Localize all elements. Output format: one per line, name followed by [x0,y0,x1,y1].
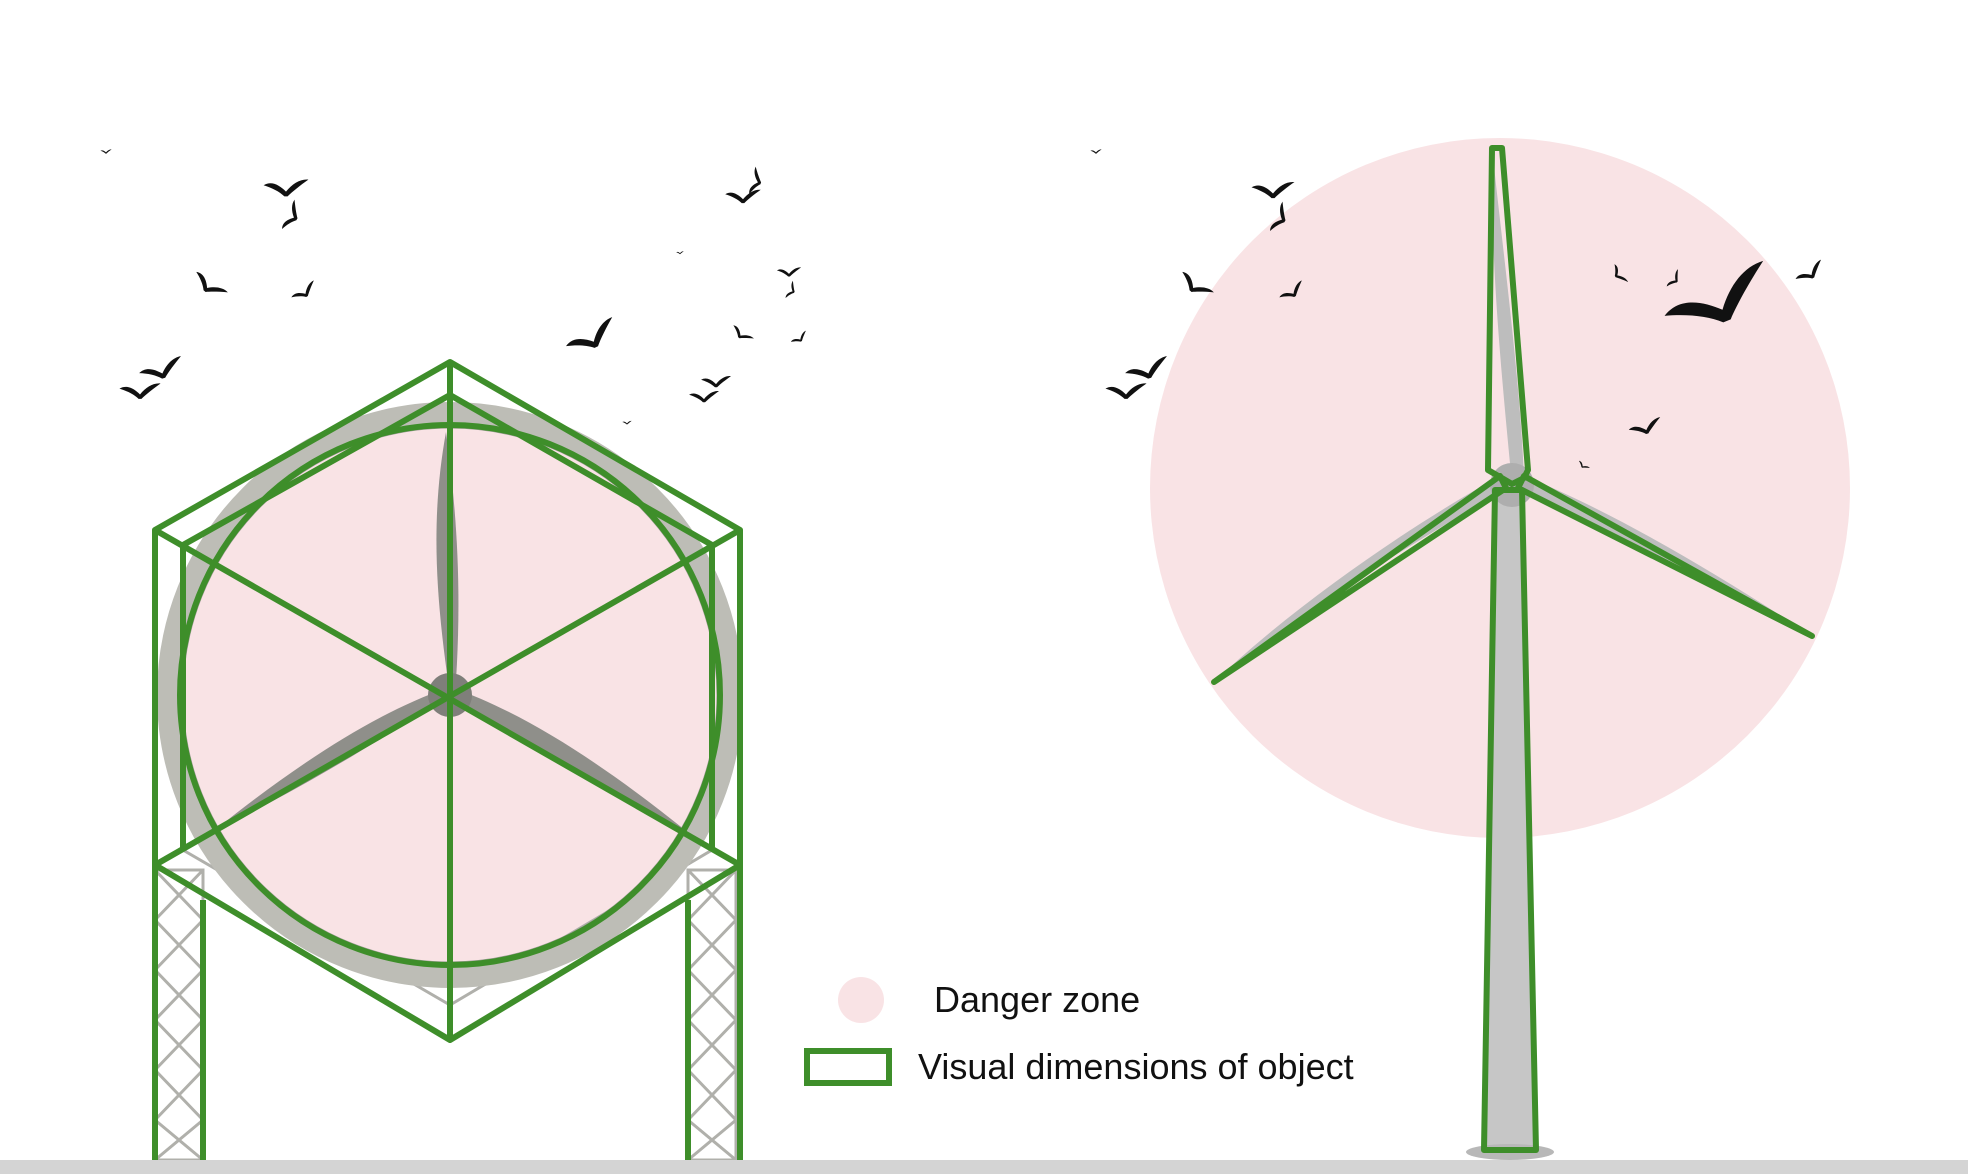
framed-turbine [152,359,743,1162]
bird-icon [622,420,632,425]
bird-icon [783,280,799,301]
bird-icon [789,330,810,346]
conventional-turbine [1150,138,1850,1160]
bird-icon [689,391,719,403]
bird-icon [119,383,161,399]
ground-line [0,1160,1968,1174]
bird-icon [776,267,802,277]
bird-icon [1105,383,1147,399]
bird-icon [1123,356,1172,384]
bird-icon [278,199,305,234]
legend-item-danger-zone: Danger zone [838,977,1140,1023]
visual-dimensions-left [152,359,743,1160]
legend-item-visual-dimensions: Visual dimensions of object [804,1046,1354,1088]
bird-icon [289,280,320,304]
bird-icon [100,149,112,154]
bird-icon [137,356,186,384]
legend-label-visual-dimensions: Visual dimensions of object [918,1046,1354,1087]
pink-circle-icon [838,977,884,1023]
visual-dimensions-right [1211,145,1815,1153]
bird-icon [701,376,731,388]
bird-icon [725,189,761,204]
bird-icon [676,251,684,255]
bird-icon [263,179,309,197]
bird-icon [1793,259,1828,286]
green-rectangle-outline-icon [804,1048,892,1086]
bird-icon [563,317,621,359]
bird-icon [1090,149,1102,154]
legend-label-danger-zone: Danger zone [934,979,1141,1020]
bird-icon [1251,181,1295,199]
bird-icon [729,322,754,346]
bird-icon [190,268,228,304]
